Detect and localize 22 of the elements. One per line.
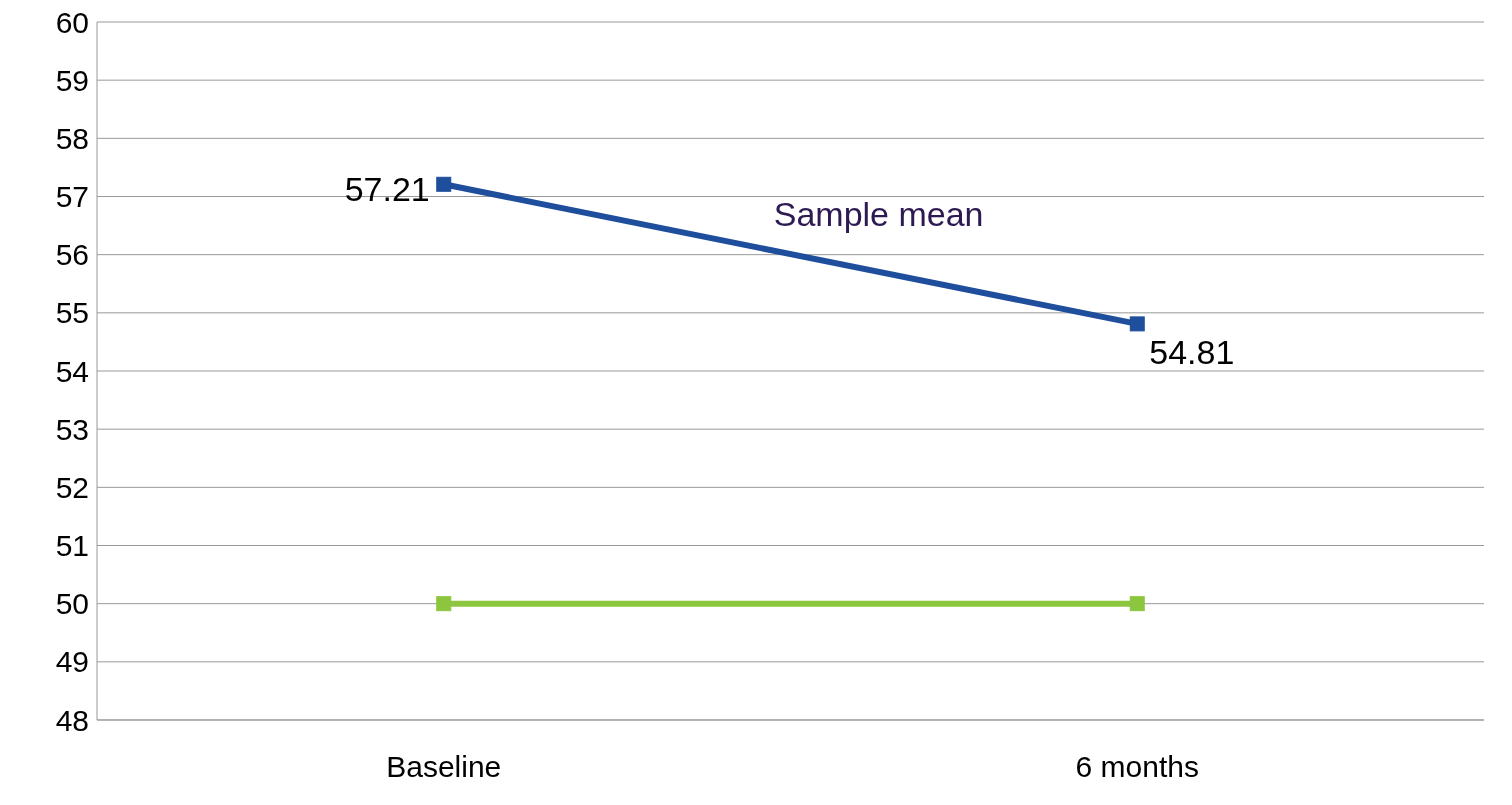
- x-tick-label: 6 months: [1075, 750, 1199, 784]
- y-tick-label: 55: [55, 296, 89, 330]
- point: [436, 596, 452, 612]
- y-tick-label: 49: [55, 645, 89, 679]
- y-tick-label: 59: [55, 63, 89, 97]
- y-tick-label: 57: [55, 180, 89, 214]
- data-label: 57.21: [344, 170, 430, 209]
- point: [1129, 316, 1145, 332]
- y-tick-label: 52: [55, 470, 89, 504]
- y-tick-label: 48: [55, 703, 89, 737]
- y-tick-label: 60: [55, 5, 89, 39]
- y-tick-label: 56: [55, 238, 89, 272]
- data-label: 54.81: [1149, 332, 1235, 371]
- series-label: Sample mean: [773, 195, 984, 234]
- x-tick-label: Baseline: [386, 750, 502, 784]
- y-tick-label: 50: [55, 587, 89, 621]
- point: [1129, 596, 1145, 612]
- y-tick-label: 53: [55, 412, 89, 446]
- y-tick-label: 54: [55, 354, 89, 388]
- y-tick-label: 58: [55, 121, 89, 155]
- point: [436, 176, 452, 192]
- y-tick-label: 51: [55, 529, 89, 563]
